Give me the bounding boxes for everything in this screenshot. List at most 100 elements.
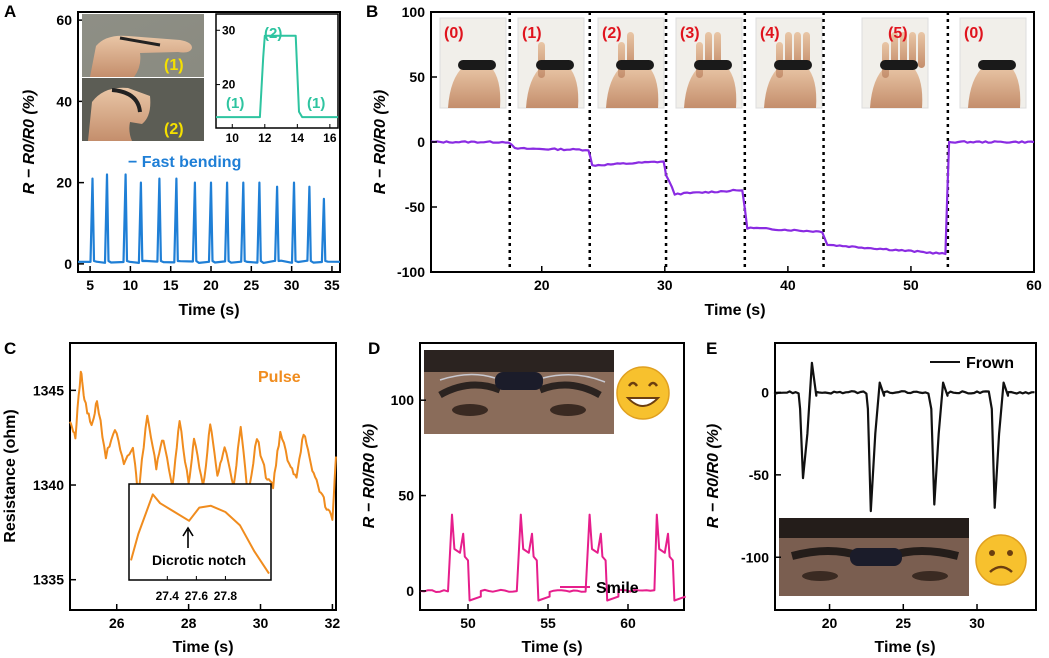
panel-b-xtick-label: 60 <box>1026 277 1042 293</box>
panel-e-xtick-label: 30 <box>969 615 985 631</box>
panel-a-label: A <box>4 2 16 21</box>
panel-a-inset-label-1b: (1) <box>307 95 325 112</box>
raised-finger <box>891 32 898 68</box>
panel-d-ytick-label: 0 <box>406 583 414 599</box>
panel-a-inset-frame <box>215 13 339 129</box>
panel-a-ytick-label: 40 <box>56 93 72 109</box>
panel-d: D 50 55 60 0 50 100 Time (s) R − R0/R0 (%) S… <box>361 339 686 656</box>
panel-d-legend: Smile <box>596 580 639 597</box>
hand-photo-6: (0) <box>959 17 1027 109</box>
hand-shape <box>448 66 501 108</box>
panel-c-inset-ticks: 27.4 27.6 27.8 <box>156 576 238 603</box>
panel-d-xtick-label: 60 <box>620 615 636 631</box>
state-label: (1) <box>522 25 542 42</box>
sensor-band <box>694 60 732 70</box>
panel-e-plot <box>773 361 1035 513</box>
panel-b-xtick-label: 50 <box>903 277 919 293</box>
panel-c-frame <box>69 342 337 611</box>
panel-d-ytick-label: 50 <box>398 488 414 504</box>
panel-c-inset-plot <box>130 493 270 575</box>
panel-c-xtick-label: 26 <box>109 615 125 631</box>
panel-b-hand-photos: (0) (1) (2) (3) (4) (5) (0) <box>439 17 1027 109</box>
panel-d-plot <box>419 513 686 602</box>
panel-b-xtick-label: 40 <box>780 277 796 293</box>
state-label: (2) <box>602 25 622 42</box>
sensor-band <box>978 60 1016 70</box>
panel-a-xtick-label: 30 <box>284 277 300 293</box>
hand-photo-5: (5) <box>861 17 929 109</box>
panel-b-ytick-label: 100 <box>402 4 426 20</box>
raised-finger <box>909 32 916 68</box>
state-label: (4) <box>760 25 780 42</box>
inset-ytick-label: 30 <box>222 23 236 37</box>
panel-c-ylabel: Resistance (ohm) <box>2 409 19 542</box>
raised-finger <box>794 32 801 68</box>
raised-finger <box>705 32 712 68</box>
panel-a-inset-ticks: 10 12 14 16 20 30 <box>216 23 337 145</box>
raised-finger <box>627 32 634 68</box>
panel-e-frame <box>774 342 1037 611</box>
panel-c-xticks: 26 28 30 32 <box>109 604 340 631</box>
hand-gesture-series-line <box>430 140 1035 256</box>
finger-photo-straight-label: (1) <box>164 57 184 74</box>
panel-d-xtick-label: 50 <box>460 615 476 631</box>
panel-d-label: D <box>368 339 380 358</box>
sensor-band <box>616 60 654 70</box>
panel-c-ytick-label: 1345 <box>33 382 64 398</box>
panel-a-xticks: 5 10 15 20 25 30 35 <box>86 266 340 293</box>
state-label: (3) <box>680 25 700 42</box>
panel-e-ytick-label: 0 <box>761 384 769 400</box>
panel-e-ylabel: R − R0/R0 (%) <box>705 424 722 528</box>
inset-xtick-label: 27.8 <box>214 589 238 603</box>
panel-c-legend: Pulse <box>258 369 301 386</box>
panel-b-xlabel: Time (s) <box>704 302 765 319</box>
panel-b-yticks: -100 -50 0 50 100 <box>397 4 437 280</box>
panel-c-inset: 27.4 27.6 27.8 Dicrotic notch <box>128 483 272 603</box>
smile-photo <box>424 350 614 434</box>
panel-a-yticks: 0 20 40 60 <box>56 12 84 272</box>
smiling-emoji-icon <box>616 366 670 420</box>
panel-a-plot <box>77 173 341 264</box>
panel-e-xlabel: Time (s) <box>874 639 935 656</box>
raised-finger <box>918 32 925 68</box>
panel-a-xtick-label: 5 <box>86 277 94 293</box>
panel-a-xtick-label: 25 <box>244 277 260 293</box>
inset-step-line <box>216 34 338 119</box>
panel-d-xticks: 50 55 60 <box>460 604 636 631</box>
fast-bending-series-line <box>77 173 341 264</box>
panel-c-label: C <box>4 339 16 358</box>
sensor-band <box>880 60 918 70</box>
dicrotic-notch-arrow <box>182 526 194 548</box>
panel-a: A 5 10 15 20 25 30 35 0 20 40 60 Time (s) R − R0/… <box>4 2 341 319</box>
panel-d-ylabel: R − R0/R0 (%) <box>361 424 378 528</box>
state-label: (0) <box>444 25 464 42</box>
panel-c-xtick-label: 32 <box>325 615 341 631</box>
raised-finger <box>900 32 907 68</box>
raised-finger <box>714 32 721 68</box>
dicrotic-notch-label: Dicrotic notch <box>152 552 246 568</box>
sensor-band <box>536 60 574 70</box>
inset-xtick-label: 14 <box>291 131 305 145</box>
panel-a-ytick-label: 0 <box>64 256 72 272</box>
smile-series-line <box>419 513 686 602</box>
inset-xtick-label: 16 <box>323 131 337 145</box>
hand-shape <box>968 66 1021 108</box>
hand-photo-0: (0) <box>439 17 507 109</box>
panel-e-xticks: 20 25 30 <box>822 604 985 631</box>
panel-a-inset-label-2: (2) <box>264 25 282 42</box>
state-label: (5) <box>888 25 908 42</box>
panel-d-ytick-label: 100 <box>391 392 415 408</box>
panel-b-label: B <box>366 2 378 21</box>
hand-photo-4: (4) <box>755 17 823 109</box>
panel-e-xtick-label: 20 <box>822 615 838 631</box>
hand-photo-2: (2) <box>597 17 665 109</box>
panel-e-ytick-label: -100 <box>741 549 769 565</box>
panel-b-ytick-label: 0 <box>417 134 425 150</box>
panel-b-ytick-label: -50 <box>405 199 425 215</box>
panel-c-ytick-label: 1340 <box>33 477 64 493</box>
panel-b-xticks: 20 30 40 50 60 <box>534 266 1042 293</box>
panel-b-xtick-label: 20 <box>534 277 550 293</box>
finger-photo-bent: (2) <box>82 78 204 141</box>
panel-d-xtick-label: 55 <box>540 615 556 631</box>
